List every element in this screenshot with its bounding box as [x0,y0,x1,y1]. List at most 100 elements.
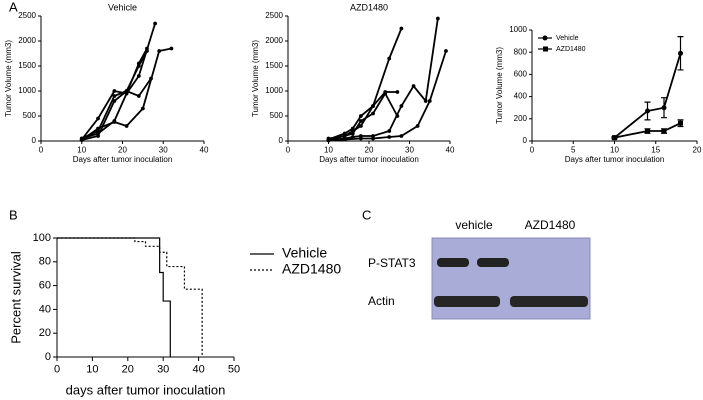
x-tick-label: 5 [571,146,576,155]
y-axis-label: Tumor Volume (mm3) [251,40,260,117]
marker [435,16,440,21]
marker [399,26,404,31]
x-tick-label: 10 [86,364,98,376]
x-tick-label: 40 [192,364,204,376]
marker [136,94,141,98]
marker [145,46,149,51]
marker [112,99,117,103]
marker [387,129,392,133]
marker [79,138,84,142]
band [477,258,509,267]
panel-label: C [362,207,371,222]
marker [383,91,388,96]
marker [96,126,100,131]
y-tick-label: 500 [270,111,284,120]
y-tick-label: 60 [39,280,51,292]
marker [342,137,347,142]
x-tick-label: 10 [77,146,86,155]
y-tick-label: 1000 [265,86,283,95]
x-axis-label: Days after tumor inoculation [319,155,419,164]
row-label: P-STAT3 [368,256,416,270]
marker [124,89,129,93]
legend-label: Vehicle [556,35,579,42]
marker [387,56,392,61]
x-tick-label: 50 [228,364,240,376]
x-tick-label: 20 [122,364,134,376]
y-tick-label: 1500 [265,61,283,70]
legend-marker [543,46,548,52]
x-tick-label: 20 [118,146,127,155]
x-tick-label: 15 [651,146,660,155]
x-tick-label: 40 [446,146,455,155]
marker [678,120,683,126]
legend-label: AZD1480 [282,261,341,277]
y-tick-label: 800 [514,47,528,56]
marker [140,106,145,111]
row-label: Actin [368,294,395,308]
band [437,258,469,267]
marker [371,111,375,116]
marker [612,135,617,141]
x-tick-label: 0 [286,146,291,155]
marker [415,124,420,128]
series-line [81,77,152,141]
marker [96,116,100,121]
western-blot [431,237,591,320]
panel-label: A [9,0,18,14]
series-line [57,237,171,357]
chart-title: Vehicle [108,2,137,12]
y-tick-label: 1000 [509,25,527,34]
marker [112,89,117,93]
y-tick-label: 200 [514,114,528,123]
series-line [613,53,682,139]
series-line [328,18,439,141]
x-tick-label: 20 [365,146,374,155]
series-line [328,91,399,141]
marker [136,61,141,66]
y-tick-label: 2000 [18,36,36,45]
lane-label: AZD1480 [525,218,576,232]
x-tick-label: 30 [157,364,169,376]
marker [427,99,432,103]
y-tick-label: 2000 [265,36,283,45]
marker [359,136,363,141]
x-tick-label: 40 [200,146,209,155]
series-line [614,122,681,139]
y-tick-label: 500 [23,111,37,120]
y-tick-label: 20 [39,327,51,339]
band [434,296,500,307]
marker [359,114,363,118]
panel-label: B [9,207,18,222]
x-tick-label: 30 [405,146,414,155]
marker [395,90,400,94]
x-axis-label: days after tumor inoculation [66,382,226,397]
legend-label: Vehicle [282,245,327,261]
legend-marker [542,35,548,41]
marker [124,124,129,128]
y-tick-label: 2500 [265,11,283,20]
marker [112,94,117,98]
marker [136,74,141,78]
series-line [328,28,403,140]
marker [157,49,162,53]
y-tick-label: 1000 [18,86,36,95]
y-tick-label: 1500 [18,61,36,70]
marker [399,134,404,138]
marker [350,131,355,136]
y-tick-label: 80 [39,256,51,268]
y-tick-label: 0 [523,136,528,145]
marker [661,128,667,134]
y-tick-label: 2500 [18,11,36,20]
chart-title: AZD1480 [350,2,388,12]
marker [423,99,428,103]
y-tick-label: 100 [33,232,51,244]
y-axis-label: Tumor Volume (mm3) [4,40,13,117]
x-axis-label: Days after tumor inoculation [73,155,173,164]
series-line [81,48,148,141]
marker [359,124,363,128]
legend-label: AZD1480 [556,46,586,53]
marker [645,108,650,114]
y-tick-label: 400 [514,92,528,101]
x-axis-label: Days after tumor inoculation [565,155,665,164]
